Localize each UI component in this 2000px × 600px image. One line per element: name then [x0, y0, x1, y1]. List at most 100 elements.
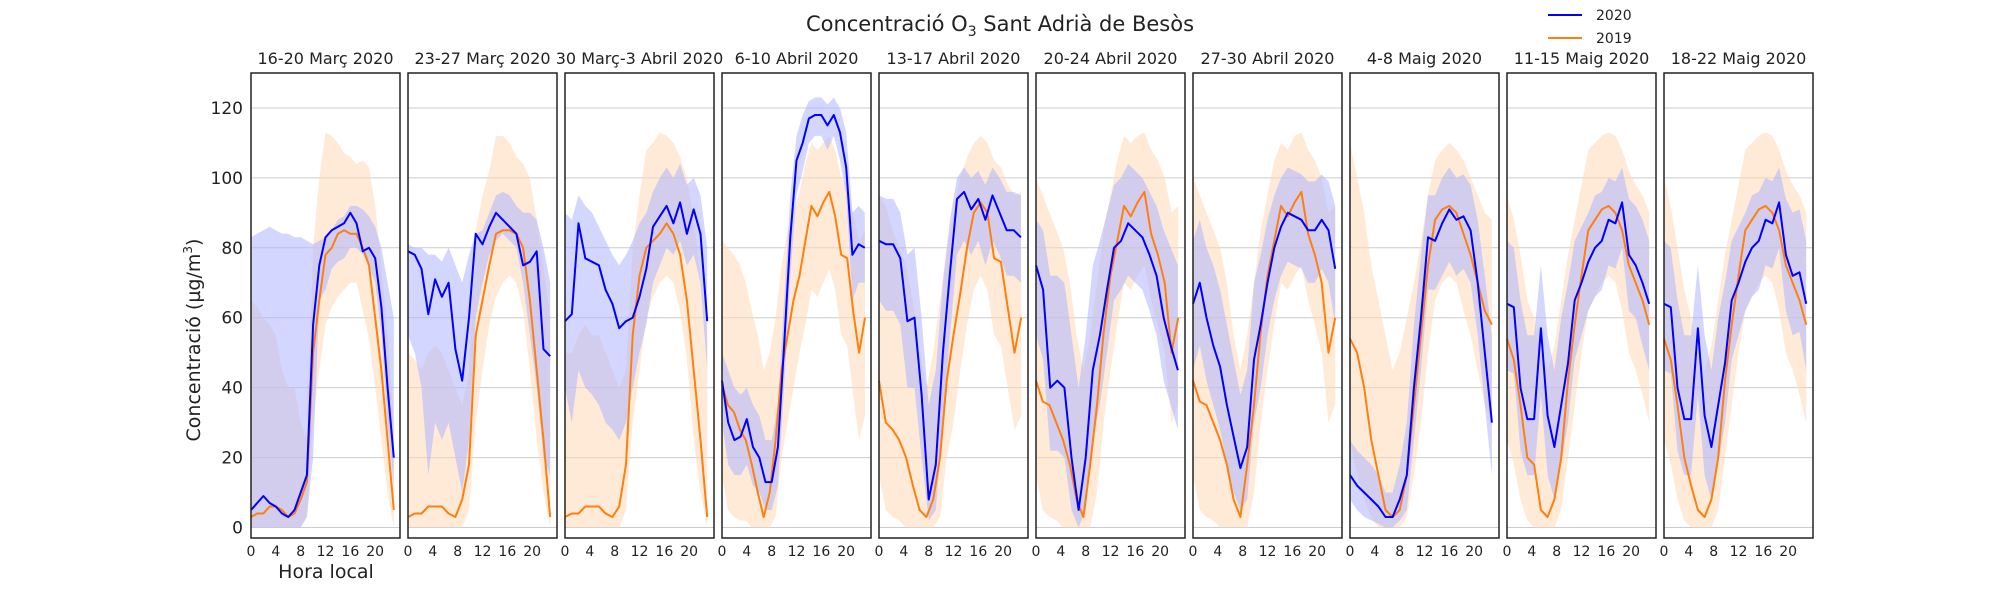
x-tick-label: 0 — [1189, 544, 1198, 560]
x-tick-label: 16 — [1283, 544, 1301, 560]
x-tick-label: 0 — [875, 544, 884, 560]
x-tick-label: 12 — [1416, 544, 1434, 560]
y-axis-label: Concentració (µg/m3) — [181, 239, 205, 442]
panel: 27-30 Abril 2020 0 4 8 12 16 20 — [1189, 49, 1343, 560]
series-line-2020 — [1506, 201, 1651, 449]
x-tick-label: 8 — [1238, 544, 1247, 560]
y-tick-label: 100 — [211, 169, 243, 189]
series-line-2020 — [1192, 211, 1337, 470]
band-2020 — [408, 191, 551, 493]
x-tick-label: 12 — [1102, 544, 1120, 560]
x-tick-label: 8 — [767, 544, 776, 560]
series-line-2020 — [564, 201, 709, 330]
y-tick-label: 0 — [232, 519, 243, 539]
series-line-2020 — [721, 114, 866, 484]
panel-frame — [721, 72, 872, 539]
x-axis-label: Hora local — [278, 561, 374, 583]
x-tick-label: 8 — [296, 544, 305, 560]
band-2020 — [722, 97, 865, 510]
chart-title: Concentració O3 Sant Adrià de Besòs — [806, 12, 1194, 40]
panel-title: 20-24 Abril 2020 — [1044, 49, 1178, 68]
band-2020 — [1664, 167, 1807, 500]
panel-frame — [1506, 72, 1657, 539]
series-line-2020 — [407, 211, 551, 382]
panel-frame — [1035, 72, 1186, 539]
band-2020 — [1036, 163, 1178, 528]
legend-label: 2019 — [1596, 31, 1632, 47]
x-tick-label: 0 — [247, 544, 256, 560]
panel-title: 23-27 Març 2020 — [414, 49, 550, 68]
panel: 11-15 Maig 2020 0 4 8 12 16 20 — [1503, 49, 1657, 560]
x-tick-label: 4 — [1056, 544, 1065, 560]
series-line-2020 — [1035, 222, 1179, 511]
panel: 23-27 Març 2020 0 4 8 12 16 20 — [404, 49, 558, 560]
panel-frame — [878, 72, 1029, 539]
x-tick-label: 12 — [1730, 544, 1748, 560]
band-2020 — [879, 167, 1021, 521]
y-tick-label: 80 — [221, 239, 243, 259]
series-line-2019 — [1349, 204, 1493, 518]
x-tick-label: 8 — [1552, 544, 1561, 560]
x-tick-label: 12 — [317, 544, 335, 560]
panel-title: 16-20 Març 2020 — [257, 49, 393, 68]
y-axis-ticks: 0 20 40 60 80 100 120 — [211, 99, 243, 539]
x-tick-label: 8 — [453, 544, 462, 560]
series-line-2019 — [1035, 190, 1180, 518]
x-tick-label: 20 — [1622, 544, 1640, 560]
x-tick-label: 4 — [585, 544, 594, 560]
x-tick-label: 12 — [788, 544, 806, 560]
y-tick-label: 40 — [221, 379, 243, 399]
panel: 6-10 Abril 2020 0 4 8 12 16 20 — [718, 49, 872, 560]
panel: 18-22 Maig 2020 0 4 8 12 16 20 — [1660, 49, 1814, 560]
x-tick-label: 20 — [1465, 544, 1483, 560]
panel-frame — [407, 72, 558, 539]
x-tick-label: 4 — [1527, 544, 1536, 560]
legend: 2020 2019 — [1548, 8, 1632, 47]
panel: 16-20 Març 2020 0 4 8 12 16 20 — [247, 49, 401, 560]
panel-title: 4-8 Maig 2020 — [1367, 49, 1482, 68]
x-tick-label: 4 — [1213, 544, 1222, 560]
series-line-2019 — [878, 201, 1023, 518]
series-line-2020 — [1349, 208, 1493, 518]
series-line-2019 — [407, 229, 552, 518]
x-tick-label: 20 — [680, 544, 698, 560]
x-tick-label: 12 — [474, 544, 492, 560]
x-tick-label: 20 — [1151, 544, 1169, 560]
panel-frame — [1663, 72, 1814, 539]
y-tick-label: 60 — [221, 309, 243, 329]
band-2020 — [1193, 167, 1336, 510]
legend-label: 2020 — [1596, 8, 1632, 24]
x-tick-label: 16 — [812, 544, 830, 560]
x-tick-label: 4 — [271, 544, 280, 560]
y-tick-label: 120 — [211, 99, 243, 119]
panel-title: 18-22 Maig 2020 — [1671, 49, 1807, 68]
x-tick-label: 0 — [1660, 544, 1669, 560]
x-tick-label: 0 — [561, 544, 570, 560]
x-tick-label: 8 — [1709, 544, 1718, 560]
x-tick-label: 4 — [742, 544, 751, 560]
x-tick-label: 4 — [1370, 544, 1379, 560]
series-line-2020 — [1663, 201, 1808, 449]
band-2020 — [1507, 167, 1650, 500]
x-tick-label: 0 — [718, 544, 727, 560]
x-tick-label: 0 — [1346, 544, 1355, 560]
x-tick-label: 16 — [969, 544, 987, 560]
x-tick-label: 16 — [1440, 544, 1458, 560]
x-tick-label: 12 — [631, 544, 649, 560]
x-tick-label: 12 — [1259, 544, 1277, 560]
x-tick-label: 4 — [428, 544, 437, 560]
x-tick-label: 8 — [1081, 544, 1090, 560]
panel-title: 6-10 Abril 2020 — [735, 49, 859, 68]
x-tick-label: 12 — [1573, 544, 1591, 560]
x-tick-label: 4 — [1684, 544, 1693, 560]
panel-title: 30 Març-3 Abril 2020 — [556, 49, 724, 68]
panel-frame — [250, 72, 401, 539]
panel: 13-17 Abril 2020 0 4 8 12 16 20 — [875, 49, 1029, 560]
panel-title: 27-30 Abril 2020 — [1201, 49, 1335, 68]
panel-frame — [1349, 72, 1500, 539]
x-tick-label: 12 — [945, 544, 963, 560]
x-tick-label: 16 — [655, 544, 673, 560]
